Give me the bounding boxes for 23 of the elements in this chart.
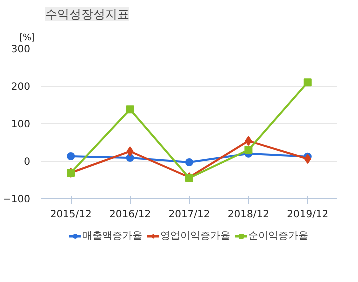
point xyxy=(245,136,252,146)
y-axis-title: [%] xyxy=(20,34,36,44)
y-tick-label: 100 xyxy=(11,120,31,130)
point xyxy=(244,146,253,154)
x-tick-label: 2017/12 xyxy=(168,210,210,220)
x-tick-label: 2019/12 xyxy=(287,210,329,220)
point xyxy=(126,146,134,157)
legend-label: 영업이익증가율 xyxy=(160,230,230,243)
y-tick-label: −100 xyxy=(3,194,31,206)
legend-label: 매출액증가율 xyxy=(82,230,142,243)
x-tick-label: 2015/12 xyxy=(50,210,92,220)
y-tick-label: 300 xyxy=(11,44,31,56)
x-tick-label: 2018/12 xyxy=(228,210,270,220)
y-tick-label: 200 xyxy=(11,82,31,93)
point xyxy=(126,106,134,114)
legend-label: 순이익증가율 xyxy=(248,230,308,243)
y-tick-label: 0 xyxy=(24,157,31,168)
x-tick-label: 2016/12 xyxy=(110,210,152,220)
point xyxy=(67,152,76,160)
point xyxy=(304,154,312,164)
point xyxy=(304,78,312,87)
chart-title: 수익성장성지표 xyxy=(46,8,130,22)
point xyxy=(186,158,194,166)
